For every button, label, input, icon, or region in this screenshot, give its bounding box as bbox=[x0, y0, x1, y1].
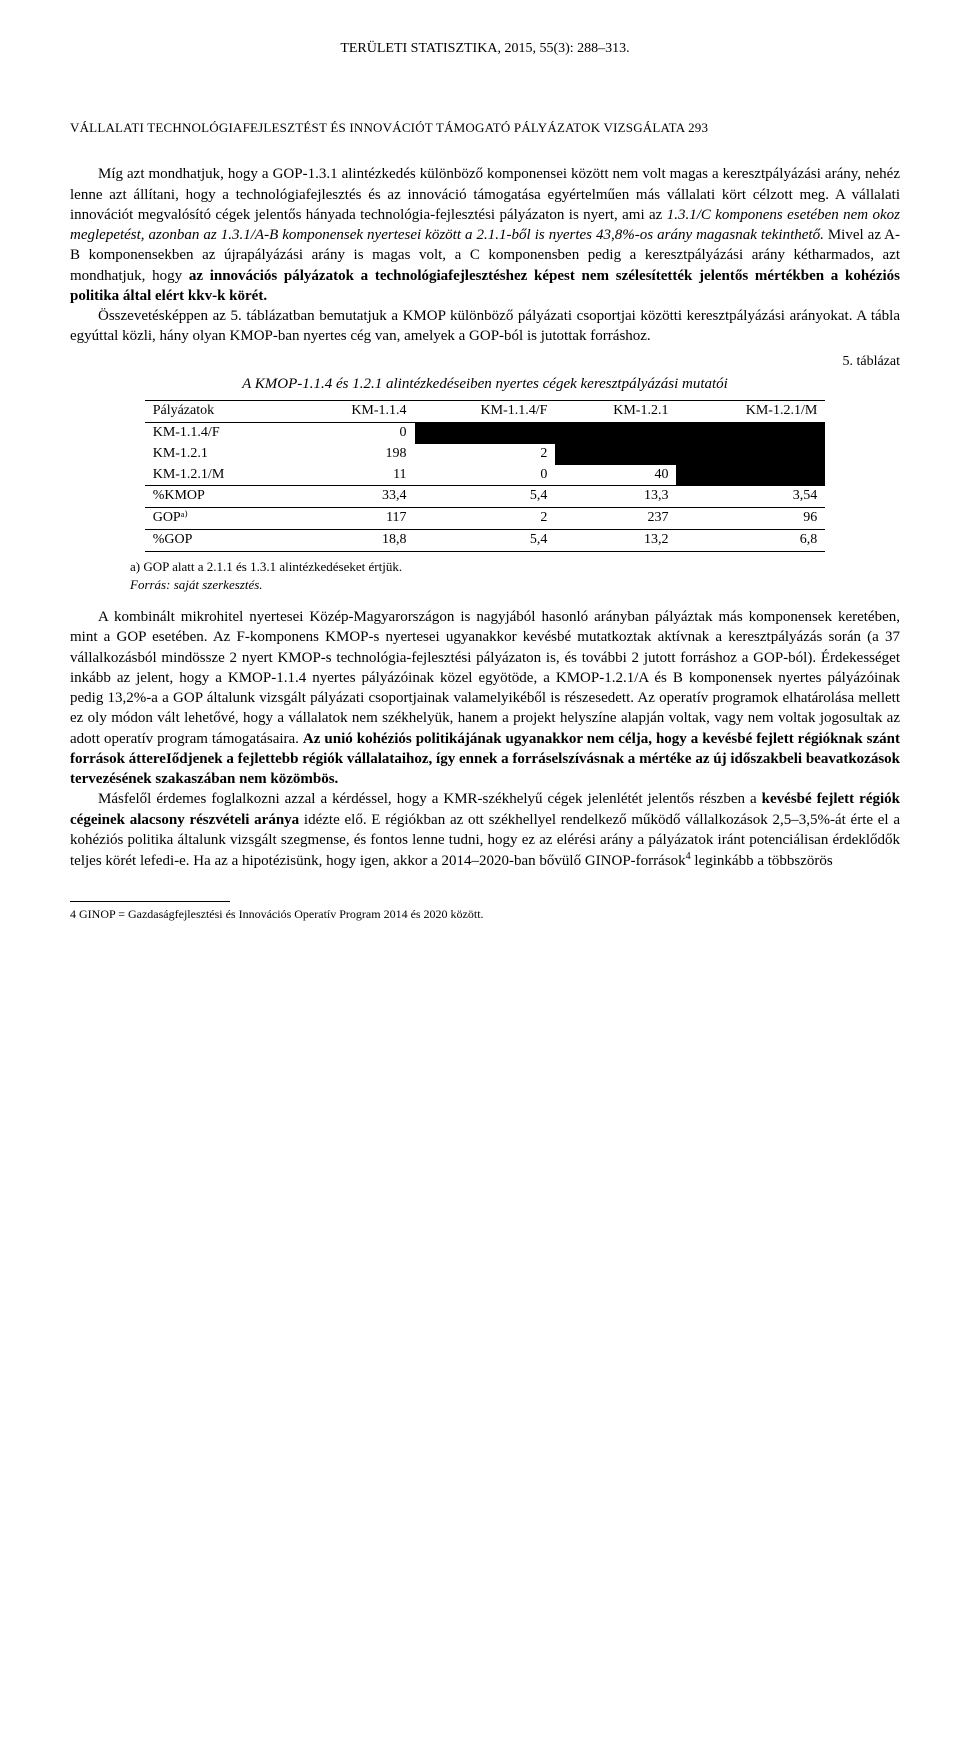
row-label: GOPᵃ⁾ bbox=[145, 508, 294, 530]
table-cell: 6,8 bbox=[676, 530, 825, 552]
table-cell: 0 bbox=[415, 465, 556, 486]
paragraph-2: Összevetésképpen az 5. táblázatban bemut… bbox=[70, 306, 900, 347]
table-cell: 11 bbox=[294, 465, 415, 486]
cross-application-table: Pályázatok KM-1.1.4 KM-1.1.4/F KM-1.2.1 … bbox=[145, 400, 826, 552]
col-header: KM-1.2.1/M bbox=[676, 400, 825, 422]
row-label: KM-1.2.1/M bbox=[145, 465, 294, 486]
row-label: %GOP bbox=[145, 530, 294, 552]
row-label: KM-1.1.4/F bbox=[145, 422, 294, 443]
table-cell bbox=[676, 422, 825, 443]
table-cell: 40 bbox=[555, 465, 676, 486]
table-cell: 0 bbox=[294, 422, 415, 443]
table-cell: 198 bbox=[294, 444, 415, 465]
table-cell: 237 bbox=[555, 508, 676, 530]
table-caption: 5. táblázat bbox=[70, 353, 900, 372]
table-note-a: a) GOP alatt a 2.1.1 és 1.3.1 alintézked… bbox=[130, 558, 900, 576]
table-cell: 3,54 bbox=[676, 486, 825, 508]
footnote-rule bbox=[70, 901, 230, 902]
table-cell: 18,8 bbox=[294, 530, 415, 552]
paragraph-1: Míg azt mondhatjuk, hogy a GOP-1.3.1 ali… bbox=[70, 164, 900, 306]
table-header-row: Pályázatok KM-1.1.4 KM-1.1.4/F KM-1.2.1 … bbox=[145, 400, 826, 422]
col-header: KM-1.2.1 bbox=[555, 400, 676, 422]
journal-header: TERÜLETI STATISZTIKA, 2015, 55(3): 288–3… bbox=[70, 40, 900, 59]
table-row: %KMOP33,45,413,33,54 bbox=[145, 486, 826, 508]
table-row: KM-1.1.4/F0 bbox=[145, 422, 826, 443]
table-cell bbox=[676, 465, 825, 486]
table-title: A KMOP-1.1.4 és 1.2.1 alintézkedéseiben … bbox=[70, 374, 900, 394]
table-cell: 5,4 bbox=[415, 486, 556, 508]
p4-tail: leginkább a többszörös bbox=[691, 853, 833, 869]
p4-lead: Másfelől érdemes foglalkozni azzal a kér… bbox=[98, 791, 762, 807]
table-cell bbox=[555, 444, 676, 465]
table-row: KM-1.2.11982 bbox=[145, 444, 826, 465]
table-cell: 2 bbox=[415, 444, 556, 465]
row-label: KM-1.2.1 bbox=[145, 444, 294, 465]
p3-lead: A kombinált mikrohitel nyertesei Közép-M… bbox=[70, 609, 900, 747]
table-cell bbox=[415, 422, 556, 443]
source-label: Forrás bbox=[130, 577, 166, 592]
table-row: KM-1.2.1/M11040 bbox=[145, 465, 826, 486]
table-cell: 33,4 bbox=[294, 486, 415, 508]
table-cell bbox=[555, 422, 676, 443]
table-cell: 13,3 bbox=[555, 486, 676, 508]
table-source: Forrás: saját szerkesztés. bbox=[130, 576, 900, 594]
table-row: GOPᵃ⁾117223796 bbox=[145, 508, 826, 530]
table-row: %GOP18,85,413,26,8 bbox=[145, 530, 826, 552]
table-cell bbox=[676, 444, 825, 465]
table-cell: 5,4 bbox=[415, 530, 556, 552]
col-header: KM-1.1.4 bbox=[294, 400, 415, 422]
col-header: KM-1.1.4/F bbox=[415, 400, 556, 422]
table-cell: 2 bbox=[415, 508, 556, 530]
table-cell: 117 bbox=[294, 508, 415, 530]
paragraph-4: Másfelől érdemes foglalkozni azzal a kér… bbox=[70, 789, 900, 871]
running-head: VÁLLALATI TECHNOLÓGIAFEJLESZTÉST ÉS INNO… bbox=[70, 119, 900, 137]
col-header: Pályázatok bbox=[145, 400, 294, 422]
row-label: %KMOP bbox=[145, 486, 294, 508]
p1-bold: az innovációs pályázatok a technológiafe… bbox=[70, 268, 900, 304]
paragraph-3: A kombinált mikrohitel nyertesei Közép-M… bbox=[70, 607, 900, 789]
source-text: : saját szerkesztés. bbox=[166, 577, 262, 592]
footnote-4: 4 GINOP = Gazdaságfejlesztési és Innovác… bbox=[70, 906, 900, 922]
table-cell: 13,2 bbox=[555, 530, 676, 552]
table-cell: 96 bbox=[676, 508, 825, 530]
